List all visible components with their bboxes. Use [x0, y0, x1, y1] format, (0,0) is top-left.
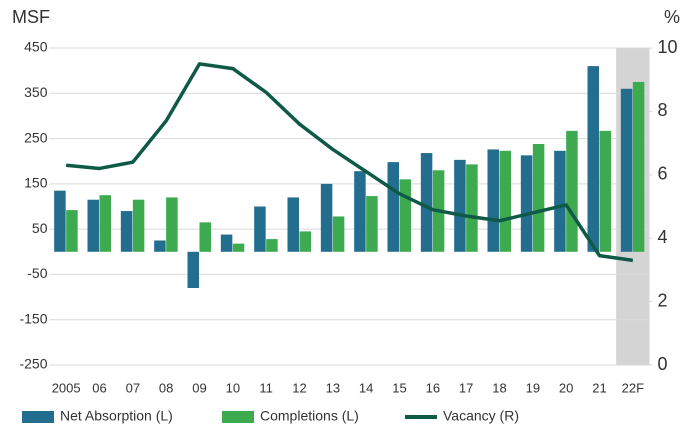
- bar: [587, 66, 599, 252]
- bar: [66, 210, 78, 252]
- x-tick-label: 17: [459, 380, 473, 395]
- bar: [232, 243, 245, 252]
- y2-tick-label: 4: [658, 227, 668, 247]
- y-tick-label: 150: [24, 175, 48, 191]
- x-tick-label: 15: [392, 380, 406, 395]
- bar: [399, 179, 411, 252]
- x-tick-label: 20: [559, 380, 573, 395]
- bar: [166, 197, 178, 252]
- x-tick-label: 12: [292, 380, 306, 395]
- bar: [120, 211, 133, 252]
- y-tick-label: 250: [24, 129, 48, 145]
- y2-tick-label: 8: [658, 100, 668, 120]
- x-tick-label: 11: [259, 380, 273, 395]
- x-tick-label: 18: [492, 380, 506, 395]
- y-tick-label: -150: [19, 310, 47, 326]
- x-tick-label: 07: [126, 380, 140, 395]
- bar: [420, 153, 433, 252]
- y-tick-label: 450: [24, 39, 48, 55]
- bar: [199, 222, 211, 252]
- y2-tick-label: 2: [658, 290, 668, 310]
- bar: [99, 195, 111, 252]
- x-tick-label: 06: [92, 380, 106, 395]
- x-tick-label: 16: [426, 380, 440, 395]
- y-tick-label: -50: [27, 265, 47, 281]
- y-tick-label: 350: [24, 84, 48, 100]
- bar: [487, 149, 499, 252]
- bar: [87, 199, 99, 252]
- legend-label: Net Absorption (L): [60, 408, 173, 424]
- y2-axis-label: %: [664, 7, 680, 27]
- x-tick-label: 08: [159, 380, 173, 395]
- bar: [454, 159, 466, 252]
- bar: [132, 199, 145, 252]
- bar: [154, 240, 166, 252]
- y-tick-label: -250: [19, 356, 47, 372]
- x-tick-label: 13: [326, 380, 340, 395]
- x-tick-label: 09: [192, 380, 206, 395]
- bar: [620, 88, 633, 252]
- vacancy-line: [66, 62, 634, 263]
- bar: [332, 216, 345, 252]
- x-tick-label: 21: [592, 380, 606, 395]
- bar: [466, 164, 478, 252]
- bar: [532, 144, 545, 252]
- bar: [520, 155, 533, 252]
- y2-tick-label: 6: [658, 164, 668, 184]
- legend-swatch: [222, 411, 254, 423]
- bar: [554, 150, 566, 252]
- bar: [366, 196, 378, 252]
- bar: [599, 130, 611, 252]
- x-tick-label: 14: [359, 380, 373, 395]
- bar: [266, 239, 278, 252]
- legend-label: Vacancy (R): [443, 408, 519, 424]
- x-tick-label: 19: [526, 380, 540, 395]
- x-tick-label: 2005: [52, 380, 81, 395]
- x-tick-label: 22F: [622, 380, 644, 395]
- legend-swatch: [22, 411, 54, 423]
- bar: [299, 231, 311, 252]
- bar: [220, 234, 233, 252]
- bar: [354, 171, 366, 252]
- bar: [632, 81, 645, 252]
- legend-label: Completions (L): [260, 408, 359, 424]
- y-tick-label: 50: [32, 220, 48, 236]
- y2-tick-label: 10: [658, 37, 678, 57]
- bar: [387, 162, 399, 252]
- bar: [287, 197, 299, 252]
- bar: [566, 130, 578, 252]
- x-tick-label: 10: [226, 380, 240, 395]
- y-axis-label: MSF: [12, 7, 50, 27]
- y2-tick-label: 0: [658, 354, 668, 374]
- bar: [187, 251, 199, 289]
- bar: [499, 150, 511, 252]
- bar: [54, 190, 66, 252]
- bar: [254, 206, 266, 252]
- bar: [320, 183, 333, 252]
